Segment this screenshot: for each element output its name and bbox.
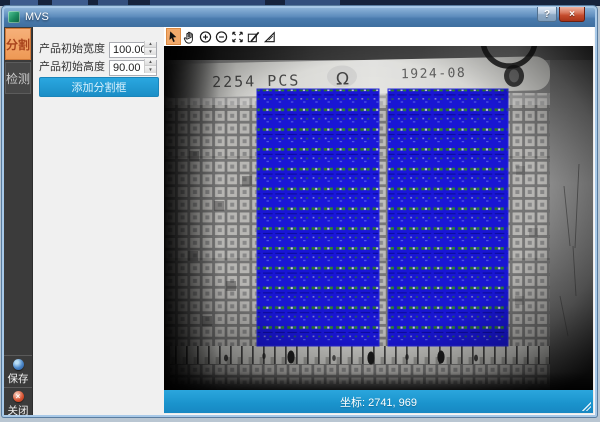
spin-up-icon[interactable]: ▲ [145, 40, 156, 48]
add-segmentation-box-button[interactable]: 添加分割框 [39, 77, 159, 97]
coordinates-readout: 坐标: 2741, 969 [339, 396, 418, 409]
close-circle-icon: × [12, 391, 24, 402]
spin-up-icon[interactable]: ▲ [145, 58, 156, 66]
help-button[interactable]: ? [537, 7, 557, 22]
image-canvas[interactable]: 2254 PCS Ω 1924-08 [164, 46, 593, 390]
settings-panel: 产品初始宽度 ▲ ▼ 产品初始高度 ▲ ▼ 添加分割框 [32, 27, 164, 415]
width-spinbox: ▲ ▼ [109, 40, 157, 58]
tab-label: 分割 [6, 37, 31, 52]
viewer-toolbar [164, 27, 594, 46]
spin-down-icon[interactable]: ▼ [145, 48, 156, 55]
save-button[interactable]: 保存 [4, 355, 32, 386]
edit-region-tool-icon[interactable] [246, 28, 261, 45]
tab-label: 检测 [6, 71, 31, 86]
height-spinner: ▲ ▼ [144, 58, 156, 73]
pointer-tool-icon[interactable] [166, 28, 181, 45]
height-spinbox: ▲ ▼ [109, 58, 157, 76]
zoom-in-tool-icon[interactable] [198, 28, 213, 45]
save-icon [12, 359, 24, 370]
status-bar: 坐标: 2741, 969 [164, 390, 593, 413]
title-bar[interactable]: MVS ? × [4, 7, 595, 27]
fit-view-tool-icon[interactable] [230, 28, 245, 45]
close-label: 关闭 [7, 405, 29, 417]
app-icon [8, 11, 20, 23]
height-field-label: 产品初始高度 [39, 60, 105, 73]
width-spinner: ▲ ▼ [144, 40, 156, 55]
tab-detection[interactable]: 检测 [5, 62, 31, 94]
width-field-label: 产品初始宽度 [39, 42, 105, 55]
close-icon: × [569, 8, 575, 20]
sidebar: 分割 检测 保存 × 关闭 [4, 27, 32, 417]
vignette [164, 46, 593, 390]
add-button-label: 添加分割框 [71, 82, 127, 94]
save-label: 保存 [7, 373, 29, 385]
measure-triangle-tool-icon[interactable] [262, 28, 277, 45]
tray-image: 2254 PCS Ω 1924-08 [164, 46, 593, 390]
window-title: MVS [25, 11, 49, 23]
background-window-edge [0, 0, 600, 6]
mvs-window: MVS ? × 分割 检测 保存 × 关闭 产品初始宽度 [2, 6, 597, 417]
spin-down-icon[interactable]: ▼ [145, 66, 156, 73]
close-app-button[interactable]: × 关闭 [4, 387, 32, 417]
tab-segmentation[interactable]: 分割 [5, 28, 31, 60]
resize-grip[interactable] [581, 401, 591, 411]
hand-pan-tool-icon[interactable] [182, 28, 197, 45]
help-icon: ? [543, 8, 551, 20]
zoom-out-tool-icon[interactable] [214, 28, 229, 45]
window-close-button[interactable]: × [559, 7, 585, 22]
